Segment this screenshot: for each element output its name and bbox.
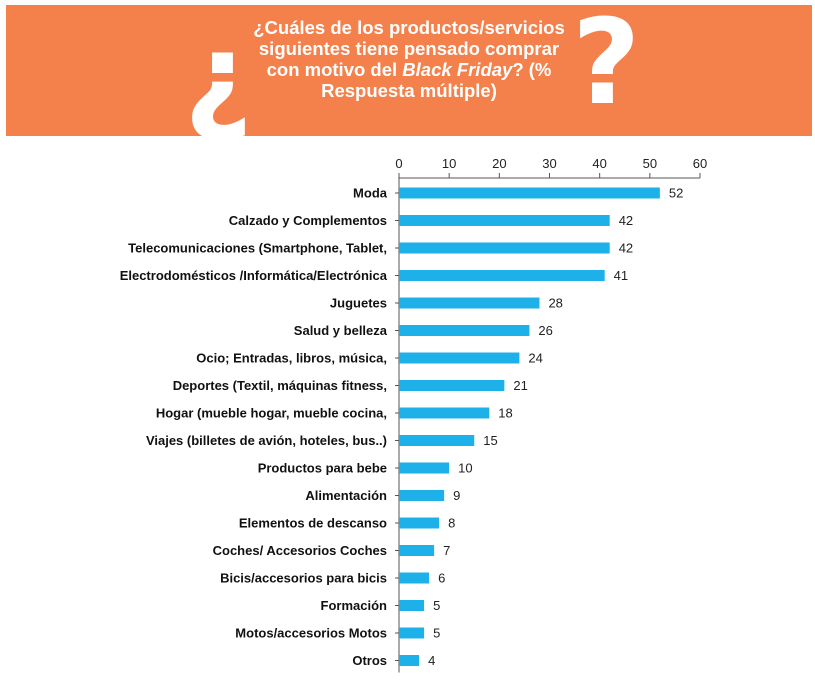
category-label: Salud y belleza [294,323,388,338]
data-label: 7 [443,543,450,558]
chart-title: ¿Cuáles de los productos/servicios sigui… [246,17,572,101]
bar [399,270,605,281]
category-label: Moda [353,186,388,201]
data-label: 4 [428,653,435,668]
category-label: Calzado y Complementos [229,213,387,228]
category-label: Ocio; Entradas, libros, música, [196,351,387,366]
bar [399,572,430,584]
bar [399,517,440,529]
bar [399,352,520,364]
data-label: 26 [538,323,552,338]
bar [399,325,530,336]
category-label: Telecomunicaciones (Smartphone, Tablet, [128,241,387,256]
bar [399,435,475,446]
category-label: Juguetes [330,296,387,311]
data-label: 6 [438,571,445,586]
bar [399,600,425,611]
title-emphasis: Black Friday [402,59,513,80]
x-tick-label: 10 [442,156,456,171]
bar [399,215,610,226]
data-label: 21 [513,378,527,393]
bar [399,545,435,556]
bar [399,297,540,309]
x-tick-label: 60 [693,156,707,171]
category-label: Otros [352,653,387,668]
data-label: 8 [448,516,455,531]
bar [399,242,610,254]
data-label: 41 [614,268,628,283]
inverted-question-mark: ¿ [184,7,253,136]
category-label: Hogar (mueble hogar, mueble cocina, [156,406,387,421]
category-label: Elementos de descanso [239,516,387,531]
question-mark: ? [572,5,641,131]
category-label: Deportes (Textil, máquinas fitness, [173,378,387,393]
bar [399,380,505,391]
data-label: 28 [548,296,562,311]
data-label: 10 [458,461,472,476]
bar [399,187,660,199]
category-label: Bicis/accesorios para bicis [220,571,387,586]
x-tick-label: 30 [542,156,556,171]
bar [399,462,450,474]
bar [399,655,420,666]
category-label: Coches/ Accesorios Coches [213,543,387,558]
x-tick-label: 0 [395,156,402,171]
category-label: Formación [321,598,388,613]
category-label: Alimentación [305,488,387,503]
data-label: 15 [483,433,497,448]
x-tick-label: 20 [492,156,506,171]
category-label: Productos para bebe [258,461,387,476]
data-label: 42 [619,213,633,228]
data-label: 5 [433,598,440,613]
category-label: Electrodomésticos /Informática/Electróni… [120,268,388,283]
bar [399,407,490,419]
bar [399,490,445,501]
category-label: Viajes (billetes de avión, hoteles, bus.… [146,433,387,448]
data-label: 5 [433,626,440,641]
title-text: ¿Cuáles de los productos/servicios sigui… [253,17,565,80]
title-banner: ¿ ¿Cuáles de los productos/servicios sig… [6,5,812,136]
x-tick-label: 50 [643,156,657,171]
data-label: 52 [669,186,683,201]
data-label: 24 [528,351,542,366]
data-label: 42 [619,241,633,256]
x-tick-label: 40 [592,156,606,171]
data-label: 9 [453,488,460,503]
bar [399,627,425,639]
category-label: Motos/accesorios Motos [235,626,387,641]
title-text-end: ? (% Respuesta múltiple) [321,59,552,101]
data-label: 18 [498,406,512,421]
